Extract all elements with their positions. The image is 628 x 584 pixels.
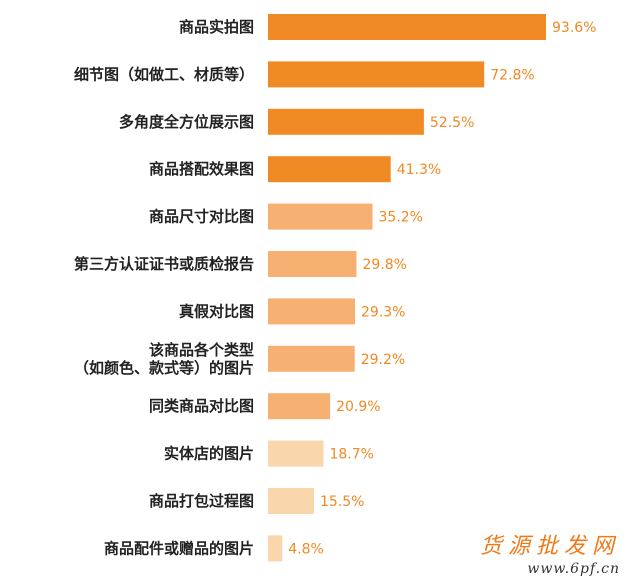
value-label: 20.9% bbox=[336, 399, 380, 415]
value-label: 15.5% bbox=[320, 494, 364, 510]
category-label: 商品实拍图 bbox=[179, 18, 254, 36]
category-label: 商品打包过程图 bbox=[149, 492, 254, 510]
bar bbox=[268, 61, 485, 88]
category-label: （如颜色、款式等）的图片 bbox=[74, 359, 254, 377]
value-label: 29.3% bbox=[361, 304, 405, 320]
value-label: 35.2% bbox=[379, 210, 423, 226]
watermark: 货源批发网 www.6pf.cn bbox=[480, 534, 620, 578]
category-label: 商品搭配效果图 bbox=[149, 160, 254, 178]
value-label: 41.3% bbox=[397, 162, 441, 178]
watermark-title: 货源批发网 bbox=[479, 534, 620, 559]
category-label: 多角度全方位展示图 bbox=[119, 113, 254, 131]
category-label: 同类商品对比图 bbox=[149, 397, 254, 415]
value-label: 29.2% bbox=[361, 352, 405, 368]
value-label: 52.5% bbox=[430, 115, 474, 131]
category-label: 实体店的图片 bbox=[164, 445, 254, 463]
value-label: 18.7% bbox=[330, 447, 374, 463]
bar bbox=[268, 345, 355, 372]
bar bbox=[268, 156, 391, 183]
bar bbox=[268, 440, 324, 467]
bar bbox=[268, 488, 314, 514]
value-label: 4.8% bbox=[288, 541, 324, 557]
watermark-url: www.6pf.cn bbox=[527, 561, 620, 577]
value-label: 29.8% bbox=[363, 257, 407, 273]
bar bbox=[268, 535, 283, 562]
category-label: 真假对比图 bbox=[179, 302, 254, 320]
category-label: 商品尺寸对比图 bbox=[149, 208, 254, 226]
bar bbox=[268, 203, 373, 230]
value-label: 72.8% bbox=[490, 67, 534, 83]
bar bbox=[268, 298, 355, 325]
bar bbox=[268, 108, 424, 135]
category-label: 第三方认证证书或质检报告 bbox=[74, 255, 254, 273]
bar bbox=[268, 251, 357, 277]
category-label: 细节图（如做工、材质等） bbox=[74, 65, 254, 83]
bar bbox=[268, 14, 546, 40]
value-label: 93.6% bbox=[552, 20, 596, 36]
category-label: 该商品各个类型 bbox=[149, 341, 254, 359]
bar bbox=[268, 393, 331, 420]
category-label: 商品配件或赠品的图片 bbox=[104, 539, 254, 557]
